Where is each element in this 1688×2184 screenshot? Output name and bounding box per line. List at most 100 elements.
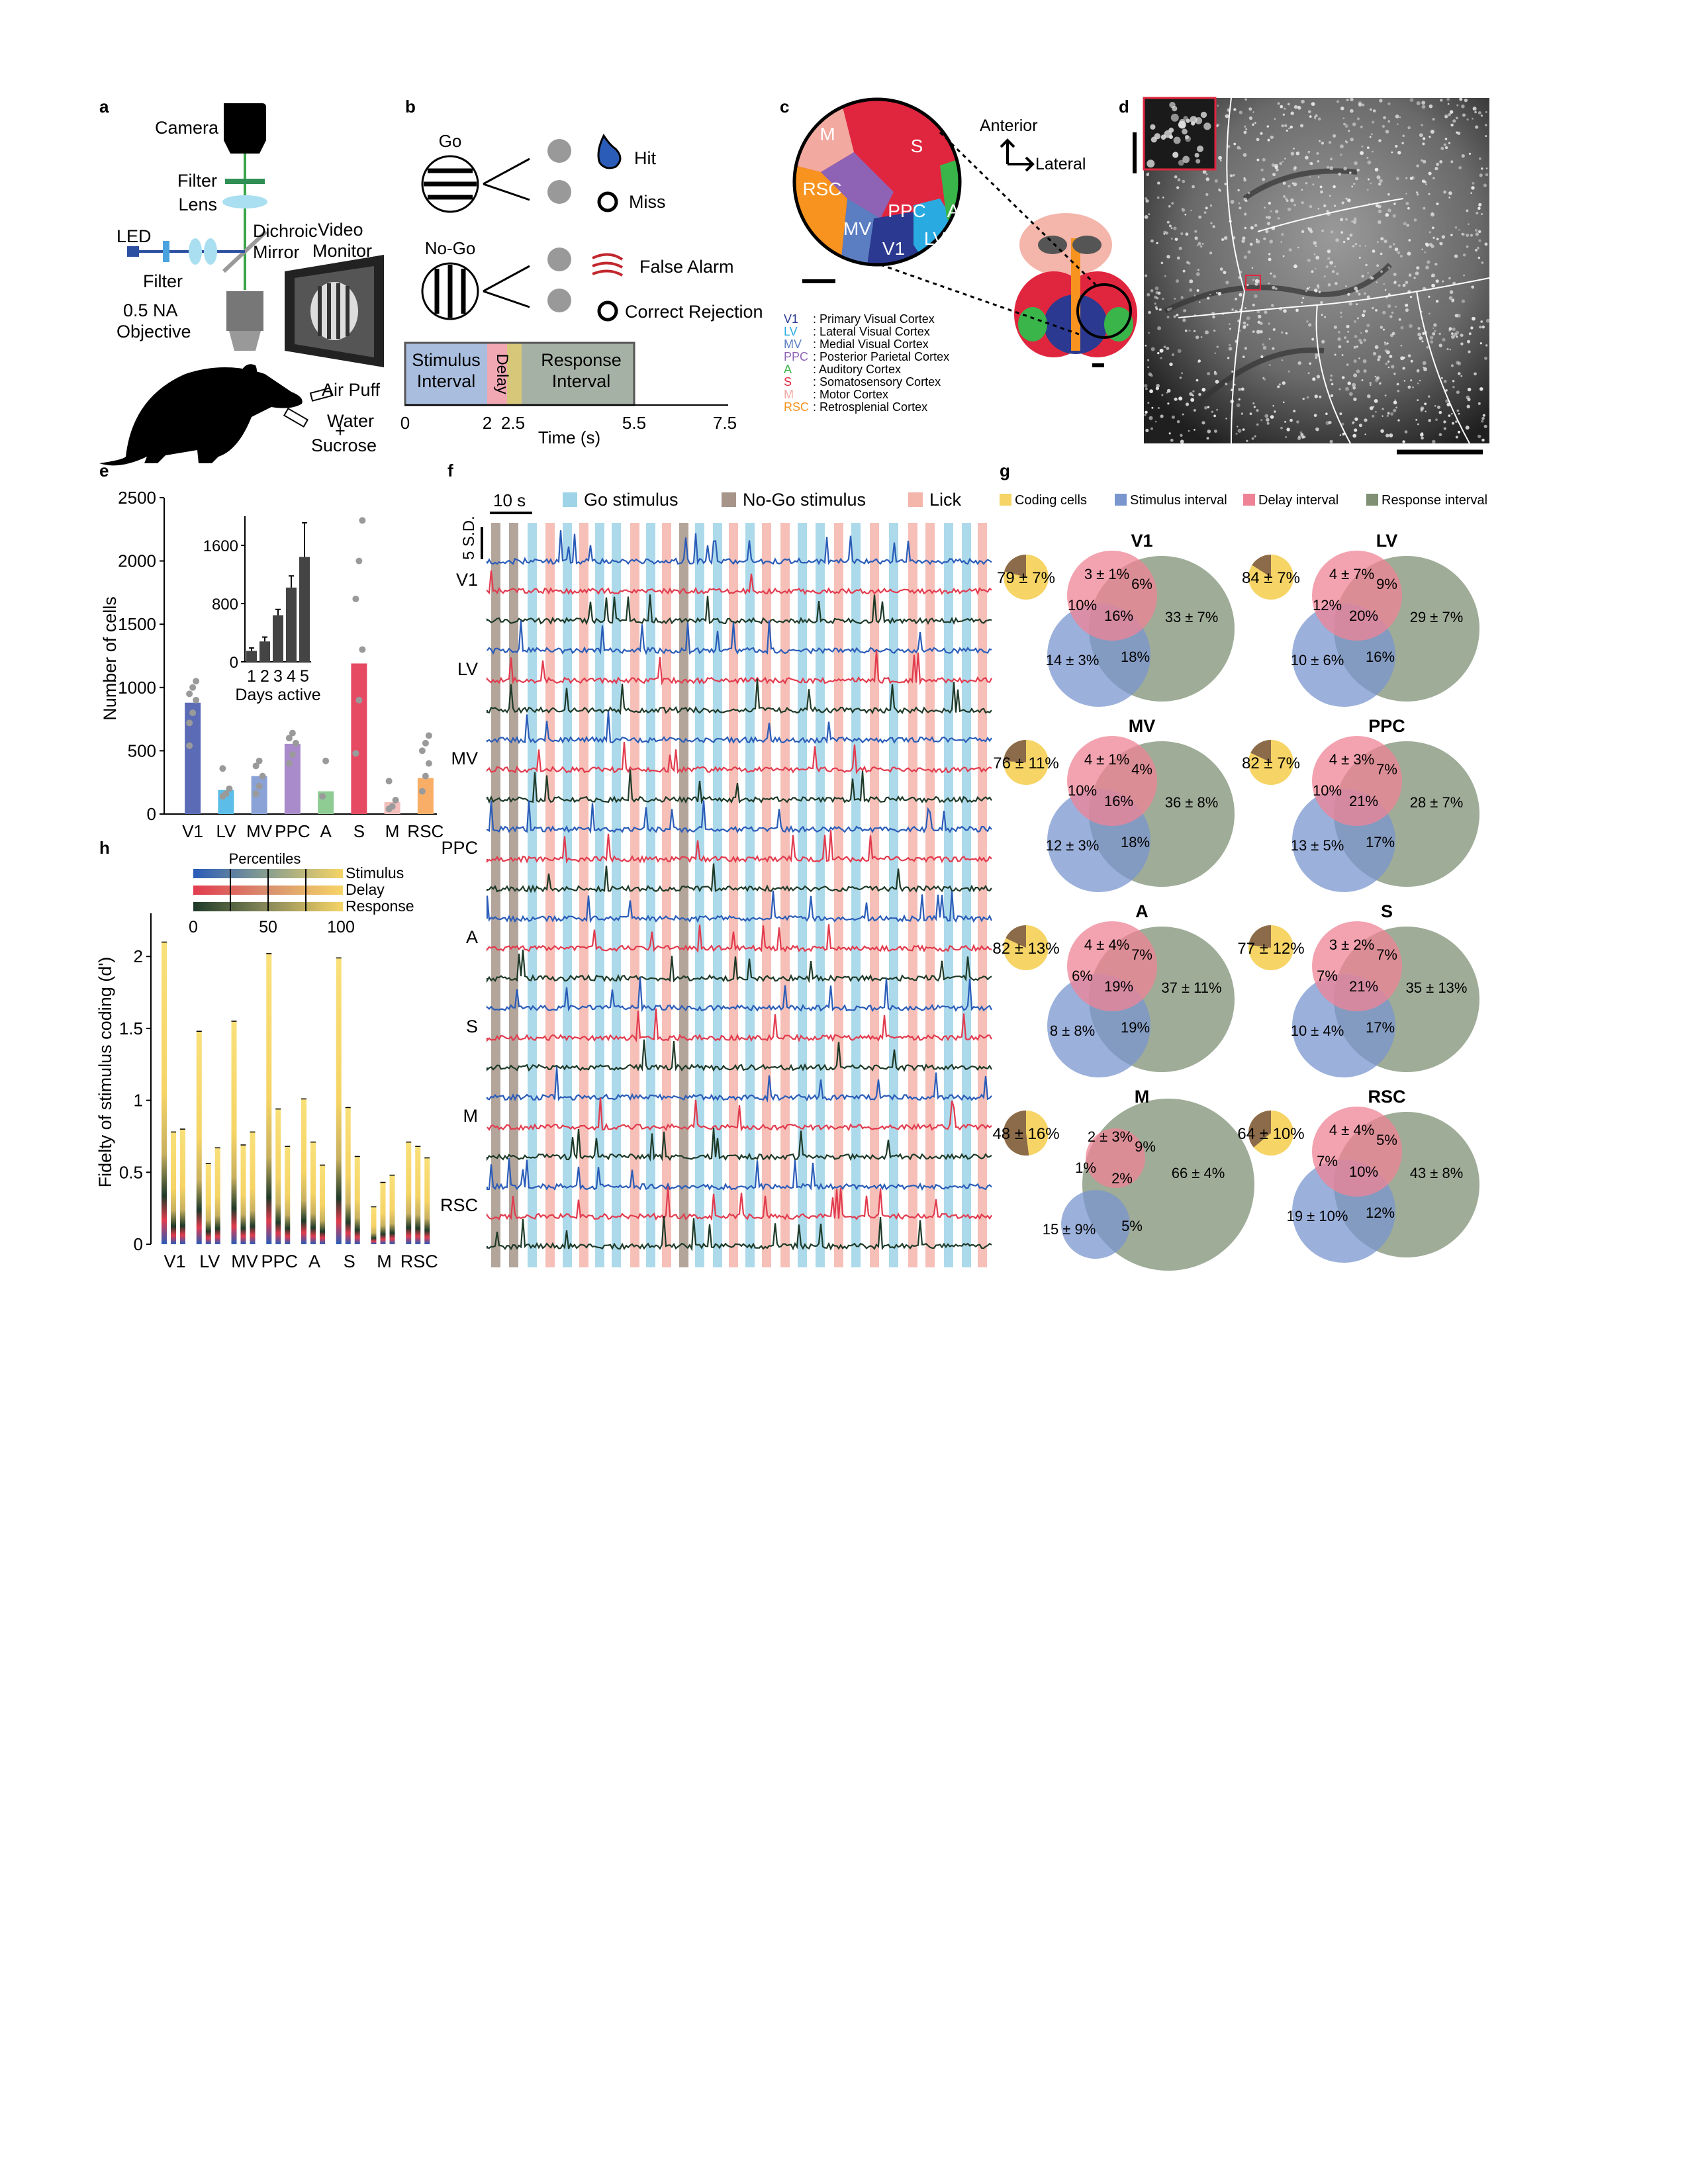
neuron-dot [1205,193,1209,197]
delay-interval-box [487,343,507,405]
neuron-dot [1167,402,1170,405]
neuron-dot [1480,114,1483,117]
neuron-dot [1352,122,1356,126]
neuron-dot [1321,314,1323,316]
neuron-dot [1323,275,1326,278]
neuron-dot [1251,437,1254,440]
neuron-dot [1209,251,1213,255]
neuron-dot [1477,402,1481,405]
h-bar [380,1182,386,1244]
neuron-dot [1468,223,1470,225]
mouse-head-icons [547,139,571,312]
neuron-dot [1369,136,1372,138]
trial-band [713,523,722,1267]
neuron-dot [1284,107,1286,110]
legend-abbr-a: A [784,363,792,376]
neuron-dot [1366,295,1370,299]
neuron-dot [1386,342,1389,345]
inset-bar [273,615,283,662]
neuron-dot [1185,232,1189,236]
neuron-dot [1155,307,1158,310]
non-coding-slice [1006,925,1026,948]
neuron-dot [1405,193,1407,195]
neuron-dot [1268,257,1272,261]
neuron-dot [1397,390,1400,392]
panel-letter-e: e [99,461,109,480]
neuron-dot [1221,238,1225,241]
inset-neuron-dot [1196,159,1201,164]
neuron-dot [1194,429,1196,431]
e-y-axis-label: Number of cells [100,596,120,721]
neuron-dot [1355,177,1358,181]
e-data-dot [193,696,200,704]
neuron-dot [1180,232,1184,236]
e-data-dot [422,739,429,747]
panel-letter-g: g [1000,461,1010,480]
neuron-dot [1474,372,1477,376]
neuron-dot [1285,332,1288,335]
neuron-dot [1264,206,1266,209]
neuron-dot [1333,134,1336,138]
neuron-dot [1174,238,1178,241]
neuron-dot [1176,256,1180,260]
g-legend-coding-swatch [1000,494,1011,506]
neuron-dot [1378,220,1382,224]
legend-name-s: : Somatosensory Cortex [813,375,941,388]
neuron-dot [1407,354,1411,357]
neuron-dot [1268,322,1270,325]
delay-resp-label: 5% [1376,1132,1397,1148]
time-tick-7-5: 7.5 [713,413,737,433]
neuron-dot [1238,398,1241,401]
activity-trace [486,863,992,893]
neuron-dot [1274,410,1276,413]
e-data-dot [189,709,197,717]
neuron-dot [1396,383,1399,386]
neuron-dot [1197,359,1201,363]
neuron-dot [1417,399,1419,401]
activity-trace [486,924,992,953]
neuron-dot [1422,137,1426,140]
neuron-dot [1223,271,1227,275]
neuron-dot [1328,420,1332,425]
stim-only-label: 12 ± 3% [1046,837,1100,854]
neuron-dot [1324,316,1326,318]
neuron-dot [1351,220,1353,222]
neuron-dot [1185,402,1190,406]
venn-title: A [1135,901,1149,921]
e-data-dot [355,557,363,565]
neuron-dot [1301,230,1305,234]
neuron-dot [1384,394,1387,396]
neuron-dot [1392,214,1396,218]
delay-circle [1067,736,1157,826]
neuron-dot [1444,138,1448,140]
neuron-dot [1420,406,1425,410]
neuron-dot [1316,428,1319,432]
neuron-dot [1367,160,1372,165]
neuron-dot [1338,172,1341,176]
neuron-dot [1213,330,1216,332]
neuron-dot [1348,130,1350,132]
legend-nogo-label: No-Go stimulus [743,490,866,510]
neuron-dot [1449,110,1454,114]
neuron-dot [1400,356,1405,361]
neuron-dot [1205,177,1210,181]
h-bar [214,1148,220,1244]
inset-neuron-dot [1150,136,1157,143]
neuron-dot [1317,207,1320,210]
neuron-dot [1382,415,1383,417]
neuron-dot [1330,374,1333,377]
activity-trace [486,620,992,655]
neuron-dot [1272,274,1276,279]
venn-title: MV [1129,716,1156,736]
neuron-dot [1307,258,1311,262]
neuron-dot [1380,252,1383,255]
activity-trace [486,830,992,864]
e-data-dot [425,732,432,739]
neuron-dot [1475,125,1479,129]
h-bar [171,1132,176,1244]
neuron-dot [1480,320,1483,323]
nogo-grating-icon [421,262,479,320]
inset-neuron-dot [1203,122,1211,130]
neuron-dot [1312,183,1315,186]
neuron-dot [1154,286,1159,291]
